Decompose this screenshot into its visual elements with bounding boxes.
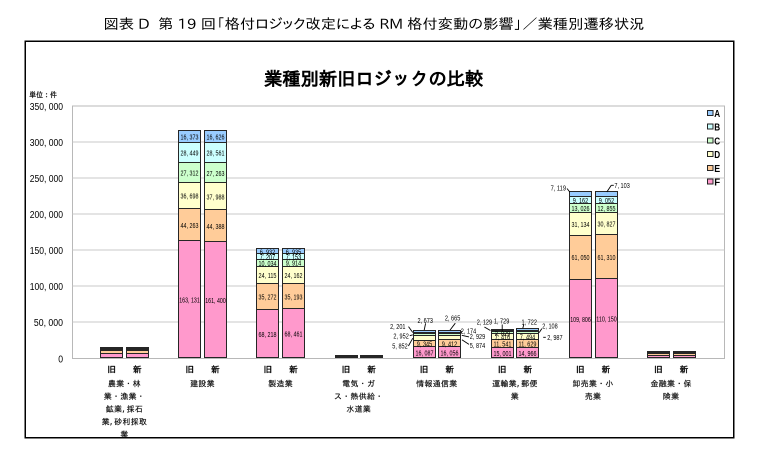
svg-text:16, 056: 16, 056 bbox=[441, 351, 459, 358]
svg-text:250, 000: 250, 000 bbox=[30, 174, 64, 185]
svg-text:10, 034: 10, 034 bbox=[259, 261, 277, 268]
svg-text:16, 373: 16, 373 bbox=[181, 134, 199, 141]
svg-text:109, 806: 109, 806 bbox=[570, 317, 591, 324]
svg-text:100, 000: 100, 000 bbox=[30, 282, 64, 293]
svg-text:31, 134: 31, 134 bbox=[572, 222, 590, 229]
svg-text:2, 929: 2, 929 bbox=[470, 334, 485, 341]
svg-text:0: 0 bbox=[58, 354, 63, 365]
svg-text:6, 932: 6, 932 bbox=[260, 249, 275, 256]
svg-text:300, 000: 300, 000 bbox=[30, 138, 64, 149]
svg-text:110, 150: 110, 150 bbox=[596, 317, 617, 324]
svg-text:7, 153: 7, 153 bbox=[286, 255, 301, 262]
svg-text:16, 087: 16, 087 bbox=[416, 351, 434, 358]
svg-text:16, 626: 16, 626 bbox=[207, 134, 225, 141]
svg-text:1, 722: 1, 722 bbox=[522, 319, 537, 326]
svg-text:27, 263: 27, 263 bbox=[207, 171, 225, 178]
svg-text:11, 629: 11, 629 bbox=[519, 341, 537, 348]
svg-text:5, 874: 5, 874 bbox=[470, 343, 485, 350]
svg-text:27, 312: 27, 312 bbox=[181, 171, 199, 178]
svg-text:200, 000: 200, 000 bbox=[30, 210, 64, 221]
svg-text:7, 119: 7, 119 bbox=[551, 185, 566, 192]
svg-text:2, 952: 2, 952 bbox=[393, 333, 408, 340]
svg-text:163, 131: 163, 131 bbox=[179, 298, 200, 305]
svg-text:2, 174: 2, 174 bbox=[461, 328, 476, 335]
svg-text:50, 000: 50, 000 bbox=[34, 318, 63, 329]
svg-text:12, 855: 12, 855 bbox=[598, 206, 616, 213]
svg-text:9, 412: 9, 412 bbox=[442, 341, 457, 348]
svg-text:28, 561: 28, 561 bbox=[207, 151, 225, 158]
svg-text:B: B bbox=[714, 122, 720, 134]
svg-text:15, 001: 15, 001 bbox=[494, 351, 512, 358]
svg-text:2, 129: 2, 129 bbox=[477, 320, 492, 327]
svg-text:7, 416: 7, 416 bbox=[495, 335, 510, 342]
svg-text:44, 388: 44, 388 bbox=[207, 224, 225, 231]
svg-text:7, 207: 7, 207 bbox=[260, 255, 275, 262]
svg-text:24, 115: 24, 115 bbox=[259, 273, 277, 280]
svg-text:30, 827: 30, 827 bbox=[598, 222, 616, 229]
svg-text:D: D bbox=[714, 149, 720, 161]
svg-text:61, 050: 61, 050 bbox=[572, 255, 590, 262]
svg-text:37, 988: 37, 988 bbox=[207, 194, 225, 201]
svg-text:161, 400: 161, 400 bbox=[205, 298, 226, 305]
svg-text:14, 966: 14, 966 bbox=[519, 351, 537, 358]
svg-text:9, 052: 9, 052 bbox=[599, 198, 614, 205]
svg-text:C: C bbox=[714, 135, 720, 147]
svg-text:350, 000: 350, 000 bbox=[30, 102, 64, 113]
svg-text:5, 852: 5, 852 bbox=[392, 344, 407, 351]
svg-text:2, 673: 2, 673 bbox=[418, 318, 433, 325]
svg-text:2, 201: 2, 201 bbox=[390, 324, 405, 331]
svg-text:150, 000: 150, 000 bbox=[30, 246, 64, 257]
svg-text:2, 665: 2, 665 bbox=[445, 316, 460, 323]
svg-text:6, 935: 6, 935 bbox=[286, 249, 301, 256]
svg-text:7, 103: 7, 103 bbox=[614, 183, 629, 190]
svg-text:35, 272: 35, 272 bbox=[259, 294, 277, 301]
svg-text:E: E bbox=[714, 163, 720, 175]
svg-text:2, 108: 2, 108 bbox=[542, 324, 557, 331]
svg-text:9, 914: 9, 914 bbox=[286, 261, 301, 268]
svg-text:61, 310: 61, 310 bbox=[598, 255, 616, 262]
svg-text:35, 193: 35, 193 bbox=[285, 294, 303, 301]
svg-text:F: F bbox=[714, 177, 720, 189]
svg-text:9, 345: 9, 345 bbox=[417, 341, 432, 348]
svg-text:28, 449: 28, 449 bbox=[181, 150, 199, 157]
svg-text:7, 494: 7, 494 bbox=[520, 335, 535, 342]
svg-text:68, 461: 68, 461 bbox=[285, 332, 303, 339]
svg-text:36, 698: 36, 698 bbox=[181, 194, 199, 201]
svg-text:24, 162: 24, 162 bbox=[285, 273, 303, 280]
svg-text:2, 829: 2, 829 bbox=[495, 331, 510, 338]
svg-text:1, 729: 1, 729 bbox=[494, 318, 509, 325]
svg-text:11, 541: 11, 541 bbox=[494, 341, 512, 348]
svg-text:A: A bbox=[714, 108, 720, 120]
svg-text:68, 218: 68, 218 bbox=[259, 332, 277, 339]
svg-text:2, 987: 2, 987 bbox=[547, 335, 562, 342]
svg-text:9, 162: 9, 162 bbox=[573, 198, 588, 205]
svg-text:44, 263: 44, 263 bbox=[181, 223, 199, 230]
svg-text:13, 026: 13, 026 bbox=[572, 206, 590, 213]
